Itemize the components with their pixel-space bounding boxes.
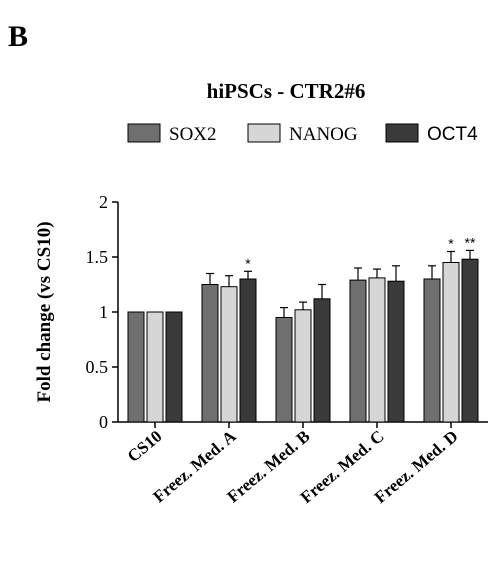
bar bbox=[275, 317, 293, 423]
legend-label: OCT4 bbox=[427, 124, 478, 145]
bar bbox=[165, 311, 183, 423]
bar bbox=[442, 262, 460, 423]
bar bbox=[220, 286, 238, 423]
bar bbox=[127, 311, 145, 423]
bar bbox=[461, 258, 479, 423]
bar bbox=[239, 278, 257, 423]
x-tick-label: CS10 bbox=[124, 427, 166, 466]
chart-title: hiPSCs - CTR2#6 bbox=[207, 79, 366, 103]
bars-group: **** bbox=[127, 234, 479, 423]
legend-label: SOX2 bbox=[169, 124, 217, 145]
y-tick-label: 0 bbox=[99, 412, 108, 432]
legend: SOX2 NANOG OCT4 bbox=[127, 123, 478, 145]
bar bbox=[146, 311, 164, 423]
bar bbox=[368, 277, 386, 423]
y-axis-label: Fold change (vs CS10) bbox=[34, 221, 55, 402]
y-tick-label: 2 bbox=[99, 192, 108, 212]
y-tick-label: 0.5 bbox=[86, 357, 109, 377]
significance-marker: * bbox=[245, 255, 251, 271]
legend-swatch bbox=[127, 123, 161, 143]
significance-marker: * bbox=[448, 236, 454, 252]
bar bbox=[313, 298, 331, 423]
bar bbox=[387, 280, 405, 423]
legend-swatch bbox=[385, 123, 419, 143]
bar bbox=[201, 284, 219, 423]
bar bbox=[294, 309, 312, 423]
significance-marker: ** bbox=[465, 234, 476, 250]
bar bbox=[349, 279, 367, 423]
bar bbox=[423, 278, 441, 423]
y-tick-label: 1 bbox=[99, 302, 108, 322]
y-tick-label: 1.5 bbox=[86, 247, 109, 267]
legend-label: NANOG bbox=[289, 124, 358, 145]
legend-swatch bbox=[247, 123, 281, 143]
panel-label: B bbox=[8, 20, 28, 53]
y-axis: 0 0.5 1 1.5 2 bbox=[86, 192, 119, 432]
